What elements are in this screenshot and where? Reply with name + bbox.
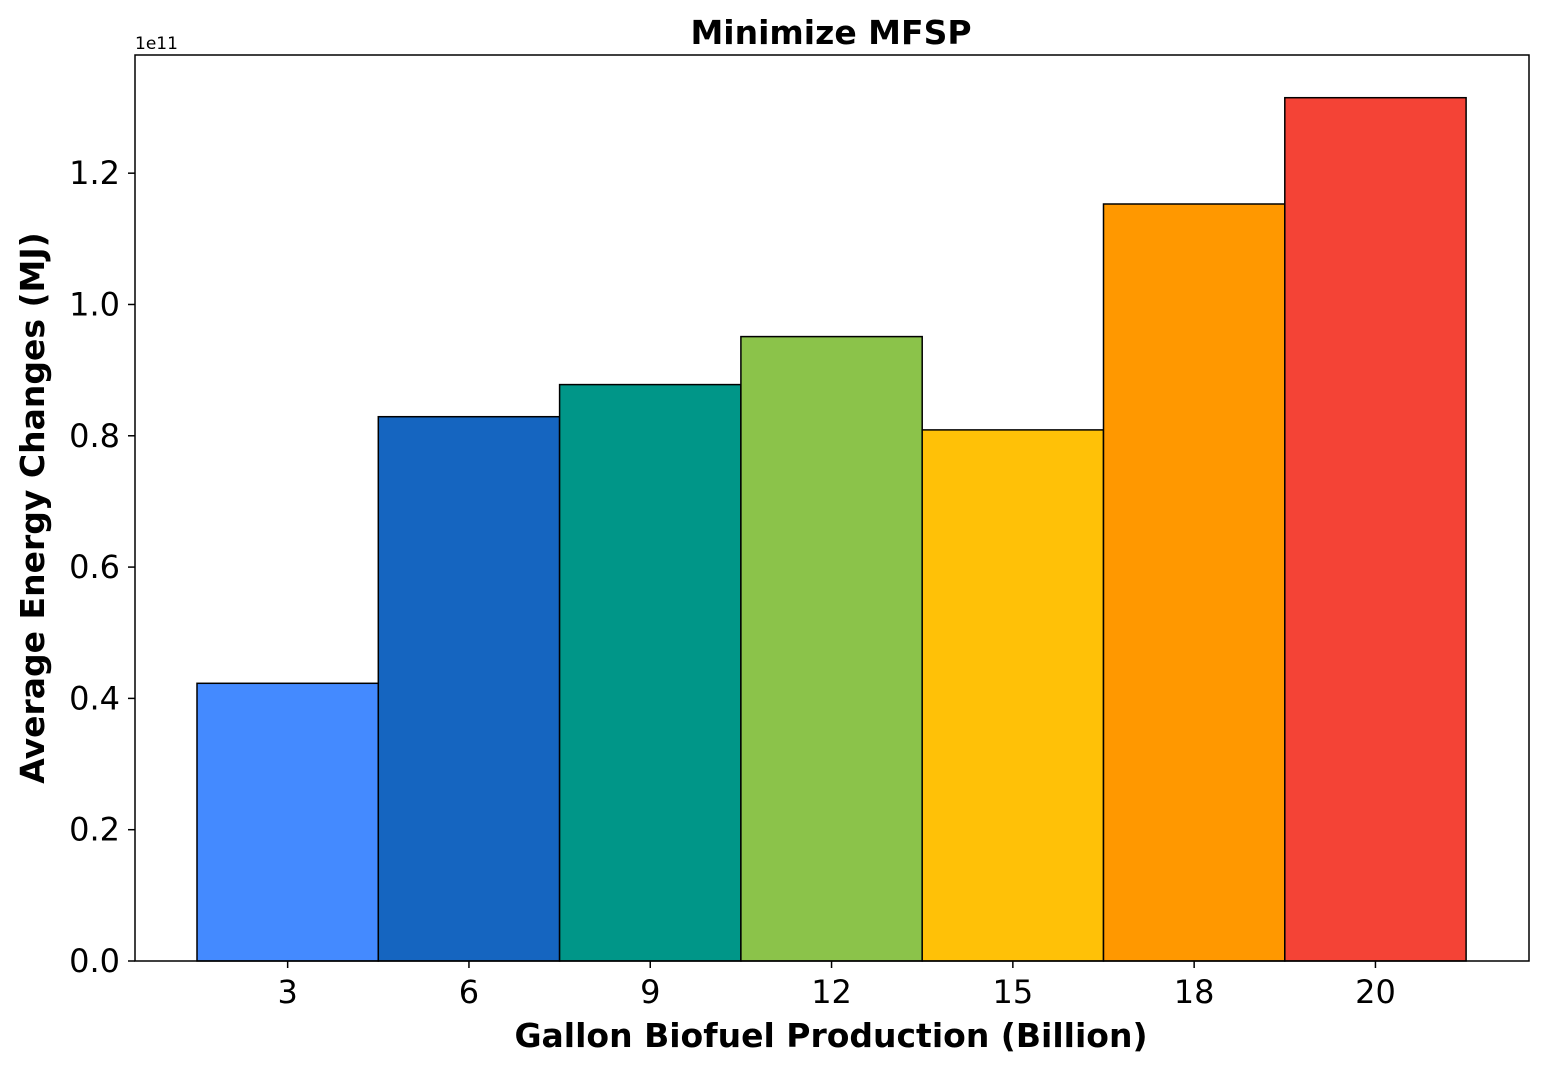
- x-tick-label: 18: [1174, 973, 1215, 1011]
- bar-18: [1102, 203, 1286, 962]
- bar-20: [1284, 96, 1467, 962]
- y-axis-offset-label: 1e11: [135, 34, 178, 54]
- y-tick-label: 0.0: [69, 942, 120, 980]
- bars-group: [196, 96, 1467, 962]
- bar-6: [377, 415, 561, 962]
- x-axis-label: Gallon Biofuel Production (Billion): [514, 1016, 1147, 1055]
- y-tick-label: 0.4: [69, 679, 120, 717]
- y-tick-label: 0.2: [69, 811, 120, 849]
- plot-frame: [134, 54, 1530, 962]
- x-tick-label: 15: [992, 973, 1033, 1011]
- y-axis-label: Average Energy Changes (MJ): [13, 232, 52, 784]
- x-tick-label: 9: [640, 973, 660, 1011]
- y-tick-label: 1.0: [69, 285, 120, 323]
- chart-title: Minimize MFSP: [690, 13, 971, 52]
- x-tick-label: 12: [811, 973, 852, 1011]
- bar-9: [558, 383, 742, 962]
- y-axis-ticks: 0.0 0.2 0.4 0.6 0.8 1.0 1.2: [69, 154, 135, 980]
- x-tick-label: 20: [1355, 973, 1396, 1011]
- x-axis-ticks: 3 6 9 12 15 18 20: [277, 961, 1396, 1011]
- bar-3: [196, 682, 380, 962]
- y-tick-label: 0.8: [69, 417, 120, 455]
- x-tick-label: 3: [277, 973, 297, 1011]
- bar-12: [740, 335, 923, 962]
- x-tick-label: 6: [459, 973, 479, 1011]
- y-tick-label: 1.2: [69, 154, 120, 192]
- y-tick-label: 0.6: [69, 548, 120, 586]
- bar-15: [921, 429, 1105, 962]
